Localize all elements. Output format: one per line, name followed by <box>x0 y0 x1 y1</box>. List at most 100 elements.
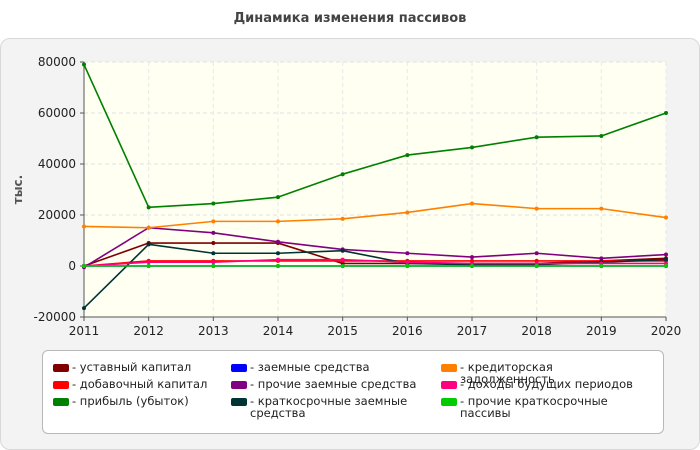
data-point <box>82 306 86 311</box>
legend-label: - прочие краткосрочные пассивы <box>460 394 608 420</box>
data-point <box>340 248 345 253</box>
y-tick-label: 60000 <box>38 106 76 120</box>
data-point <box>340 257 345 262</box>
legend-item: - кредиторская задолженность <box>441 361 640 385</box>
legend-label: - краткосрочные заемные средства <box>250 394 408 420</box>
data-point <box>470 145 474 150</box>
data-point <box>276 264 280 268</box>
data-point <box>599 133 604 138</box>
data-point <box>405 251 410 256</box>
data-point <box>534 264 539 268</box>
legend-item: - заемные средства <box>231 361 430 373</box>
data-point <box>470 255 474 260</box>
data-point <box>340 264 345 268</box>
chart-title: Динамика изменения пассивов <box>233 11 467 26</box>
x-tick-label: 2020 <box>651 324 682 338</box>
data-point <box>211 241 216 246</box>
legend-item: - прочие заемные средства <box>231 378 430 390</box>
data-point <box>405 210 410 215</box>
y-axis-label: тыс. <box>11 175 25 204</box>
data-point <box>534 251 539 256</box>
data-point <box>146 264 151 268</box>
data-point <box>211 230 216 235</box>
data-point <box>664 257 668 262</box>
legend-swatch <box>231 381 247 389</box>
x-tick-label: 2012 <box>133 324 164 338</box>
legend-swatch <box>441 398 457 406</box>
legend-swatch <box>53 398 69 406</box>
data-point <box>146 242 151 247</box>
legend-item: - уставный капитал <box>53 361 252 373</box>
legend-item: - добавочный капитал <box>53 378 252 390</box>
x-tick-label: 2014 <box>263 324 294 338</box>
data-point <box>211 264 216 268</box>
legend-label: - доходы будущих периодов <box>460 377 633 391</box>
data-point <box>599 256 604 261</box>
data-point <box>470 264 474 268</box>
legend-item: - доходы будущих периодов <box>441 378 640 390</box>
y-tick-label: 0 <box>68 259 76 273</box>
legend-swatch <box>53 364 69 372</box>
data-point <box>470 201 474 206</box>
y-tick-label: -20000 <box>33 310 76 324</box>
data-point <box>664 215 668 220</box>
x-tick-label: 2011 <box>69 324 100 338</box>
data-point <box>534 135 539 140</box>
legend-label: - кредиторская задолженность <box>460 360 555 386</box>
data-point <box>146 205 151 210</box>
x-tick-label: 2018 <box>521 324 552 338</box>
series-line-1 <box>83 242 667 267</box>
data-point <box>211 219 216 224</box>
data-point <box>599 206 604 211</box>
series-line-8 <box>83 258 666 267</box>
data-point <box>211 251 216 256</box>
data-point <box>82 62 86 67</box>
series-line-3 <box>83 64 667 209</box>
data-point <box>405 153 410 158</box>
data-point <box>664 252 668 257</box>
data-point <box>340 172 345 177</box>
legend-item: - прибыль (убыток) <box>53 395 252 407</box>
data-point <box>276 239 280 244</box>
data-point <box>146 260 151 265</box>
data-point <box>405 264 410 268</box>
y-tick-label: 40000 <box>38 157 76 171</box>
data-point <box>211 260 216 265</box>
legend-swatch <box>53 381 69 389</box>
series-line-7 <box>83 202 667 229</box>
x-tick-label: 2013 <box>198 324 229 338</box>
legend-swatch <box>441 364 457 372</box>
plot-background <box>84 62 666 317</box>
legend-swatch <box>231 364 247 372</box>
data-point <box>534 206 539 211</box>
legend-item: - прочие краткосрочные пассивы <box>441 395 640 419</box>
legend-label: - уставный капитал <box>72 360 192 374</box>
legend: - уставный капитал - добавочный капитал - … <box>42 350 664 434</box>
data-point <box>276 257 280 262</box>
legend-label: - добавочный капитал <box>72 377 208 391</box>
x-tick-label: 2016 <box>392 324 423 338</box>
x-tick-label: 2015 <box>327 324 358 338</box>
data-point <box>146 225 151 230</box>
data-point <box>276 195 280 200</box>
data-point <box>82 264 86 268</box>
data-point <box>276 251 280 256</box>
legend-label: - прочие заемные средства <box>250 377 417 391</box>
series-line-5 <box>83 226 667 268</box>
y-tick-label: 80000 <box>38 55 76 69</box>
data-point <box>82 224 86 229</box>
data-point <box>599 264 604 268</box>
legend-item: - краткосрочные заемные средства <box>231 395 430 419</box>
legend-swatch <box>231 398 247 406</box>
legend-label: - заемные средства <box>250 360 370 374</box>
y-tick-label: 20000 <box>38 208 76 222</box>
data-point <box>340 216 345 221</box>
legend-label: - прибыль (убыток) <box>72 394 189 408</box>
data-point <box>276 219 280 224</box>
data-point <box>211 201 216 206</box>
data-point <box>664 264 668 268</box>
data-point <box>405 260 410 265</box>
x-tick-label: 2017 <box>457 324 488 338</box>
data-point <box>664 111 668 115</box>
